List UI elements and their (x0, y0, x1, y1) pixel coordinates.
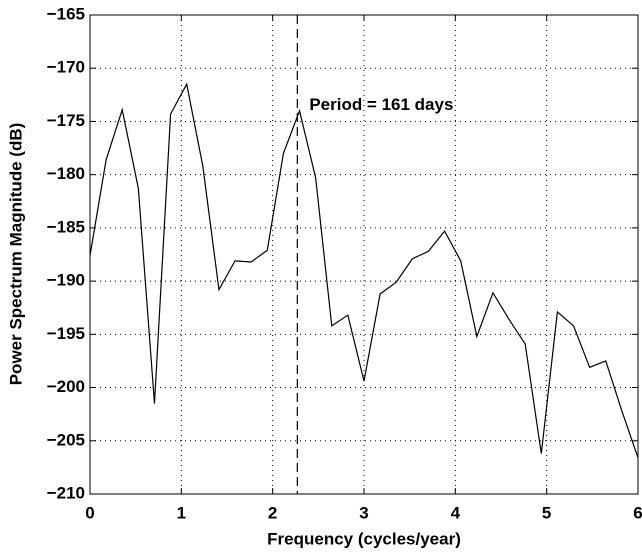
y-axis-label: Power Spectrum Magnitude (dB) (6, 123, 25, 386)
x-tick-label: 3 (359, 503, 368, 522)
plot-frame (89, 14, 639, 495)
y-tick-label: −205 (47, 430, 85, 449)
y-tick-label: −200 (47, 377, 85, 396)
x-tick-label: 6 (633, 503, 642, 522)
y-tick-label: −165 (47, 4, 85, 23)
y-tick-label: −170 (47, 58, 85, 77)
x-tick-label: 2 (268, 503, 277, 522)
x-axis-label: Frequency (cycles/year) (267, 529, 461, 548)
annotation: Period = 161 days (309, 95, 453, 114)
data-line (89, 82, 639, 459)
x-tick-label: 4 (451, 503, 461, 522)
x-tick-label: 0 (85, 503, 94, 522)
y-tick-label: −180 (47, 164, 85, 183)
y-tick-label: −185 (47, 217, 85, 236)
y-tick-label: −190 (47, 271, 85, 290)
x-tick-label: 5 (542, 503, 551, 522)
y-tick-label: −175 (47, 111, 85, 130)
x-tick-label: 1 (177, 503, 186, 522)
y-tick-label: −210 (47, 483, 85, 502)
y-tick-label: −195 (47, 324, 85, 343)
